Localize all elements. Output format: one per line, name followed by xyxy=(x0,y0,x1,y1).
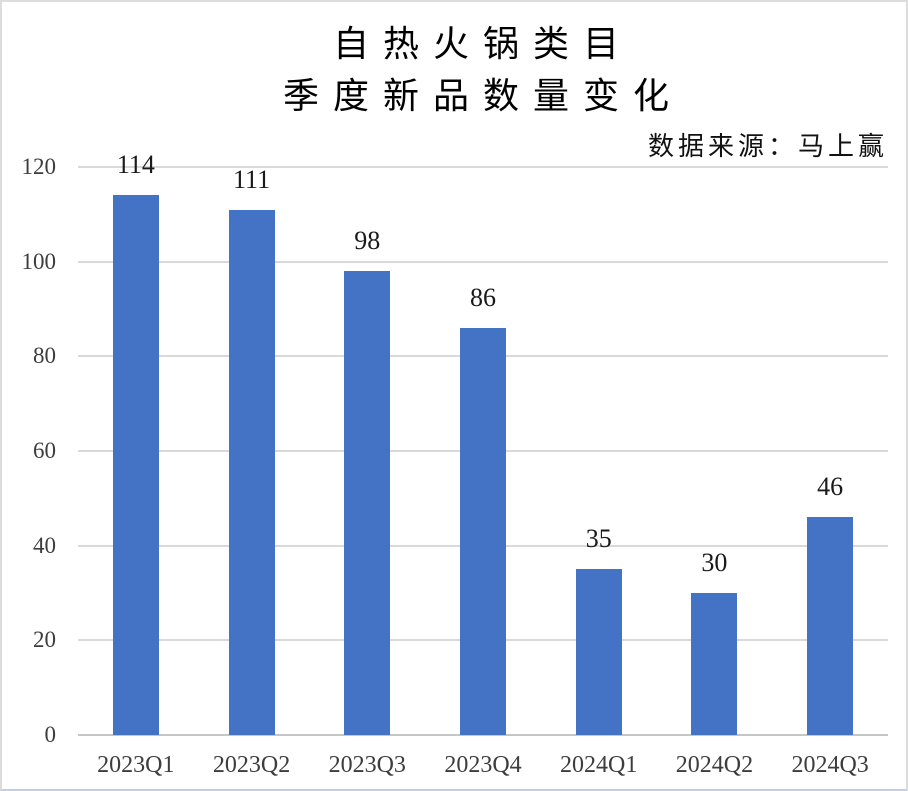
value-label-2024Q3: 46 xyxy=(817,472,844,502)
bar-2024Q3 xyxy=(807,517,854,735)
x-tick-label-2023Q1: 2023Q1 xyxy=(97,752,175,778)
value-label-2023Q2: 111 xyxy=(233,164,271,194)
value-label-2024Q1: 35 xyxy=(585,524,612,554)
bar-2023Q2 xyxy=(228,209,275,735)
chart-title-line2: 季度新品数量变化 xyxy=(282,76,683,116)
value-label-2023Q3: 98 xyxy=(354,226,381,256)
chart-title: 自热火锅类目 季度新品数量变化 xyxy=(78,18,888,122)
y-tick-label-40: 40 xyxy=(33,532,56,558)
x-tick-label-2024Q1: 2024Q1 xyxy=(560,752,638,778)
gridline-120 xyxy=(78,166,888,168)
x-axis-line xyxy=(78,734,888,736)
y-tick-label-0: 0 xyxy=(44,722,57,747)
y-tick-label-60: 60 xyxy=(33,438,56,463)
y-tick-label-20: 20 xyxy=(33,627,56,653)
x-tick-label-2024Q3: 2024Q3 xyxy=(791,752,869,778)
value-label-2023Q4: 86 xyxy=(469,282,496,312)
data-source-note: 数据来源：马上赢 xyxy=(647,132,888,161)
value-label-2024Q2: 30 xyxy=(701,548,728,577)
bar-2024Q2 xyxy=(691,593,738,735)
bar-2024Q1 xyxy=(575,569,622,735)
y-tick-label-120: 120 xyxy=(21,154,57,179)
bar-2023Q3 xyxy=(344,271,391,735)
x-tick-label-2023Q4: 2023Q4 xyxy=(444,752,522,778)
x-tick-label-2023Q2: 2023Q2 xyxy=(212,752,291,778)
bar-2023Q4 xyxy=(460,327,506,735)
y-tick-label-80: 80 xyxy=(33,343,56,369)
y-tick-label-100: 100 xyxy=(21,248,57,274)
chart-title-line1: 自热火锅类目 xyxy=(332,24,633,64)
x-tick-label-2024Q2: 2024Q2 xyxy=(675,752,754,778)
x-tick-label-2023Q3: 2023Q3 xyxy=(328,752,406,778)
value-label-2023Q1: 114 xyxy=(116,150,155,180)
bar-2023Q1 xyxy=(112,195,159,735)
plot-area: 114 111 98 86 35 30 46 xyxy=(78,151,888,736)
gridline-100 xyxy=(78,260,888,263)
